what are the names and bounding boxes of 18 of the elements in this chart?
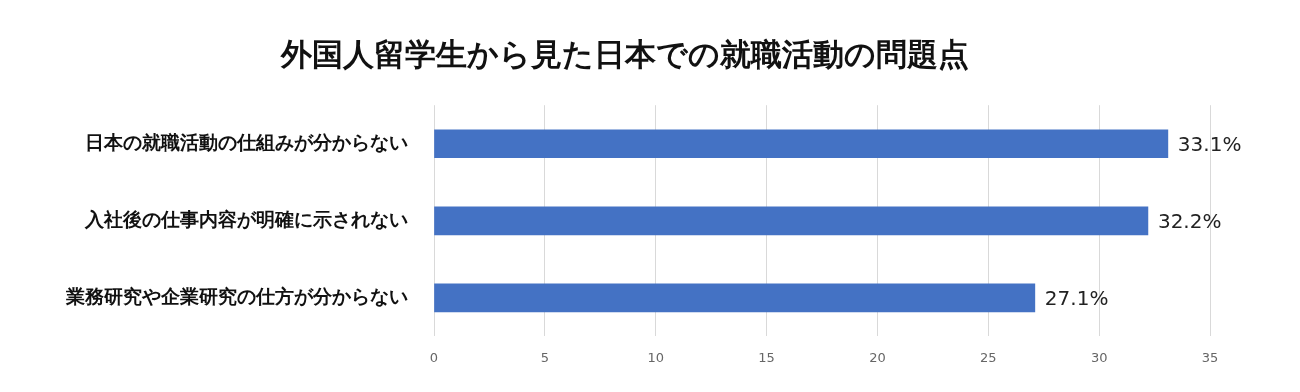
- x-tick-label: 35: [1201, 349, 1219, 365]
- chart-title: 外国人留学生から見た日本での就職活動の問題点: [280, 35, 969, 72]
- y-tick-label: 日本の就職活動の仕組みが分からない: [85, 130, 408, 153]
- x-tick-label: 0: [429, 349, 439, 365]
- y-tick-label: 業務研究や企業研究の仕方が分からない: [65, 284, 408, 307]
- y-tick-label: 入社後の仕事内容が明確に示されない: [84, 207, 408, 230]
- x-tick-label: 10: [647, 349, 664, 365]
- data-label: 32.2%: [1157, 209, 1222, 233]
- x-tick-label: 5: [540, 349, 549, 365]
- data-label: 27.1%: [1044, 286, 1109, 311]
- x-tick-label: 15: [758, 349, 775, 365]
- x-tick-label: 30: [1090, 349, 1108, 365]
- x-tick-label: 25: [980, 349, 997, 365]
- bar: [434, 129, 1169, 159]
- bar: [434, 283, 1036, 313]
- data-label: 33.1%: [1177, 131, 1242, 156]
- x-tick-label: 20: [869, 349, 886, 365]
- bar: [434, 206, 1149, 236]
